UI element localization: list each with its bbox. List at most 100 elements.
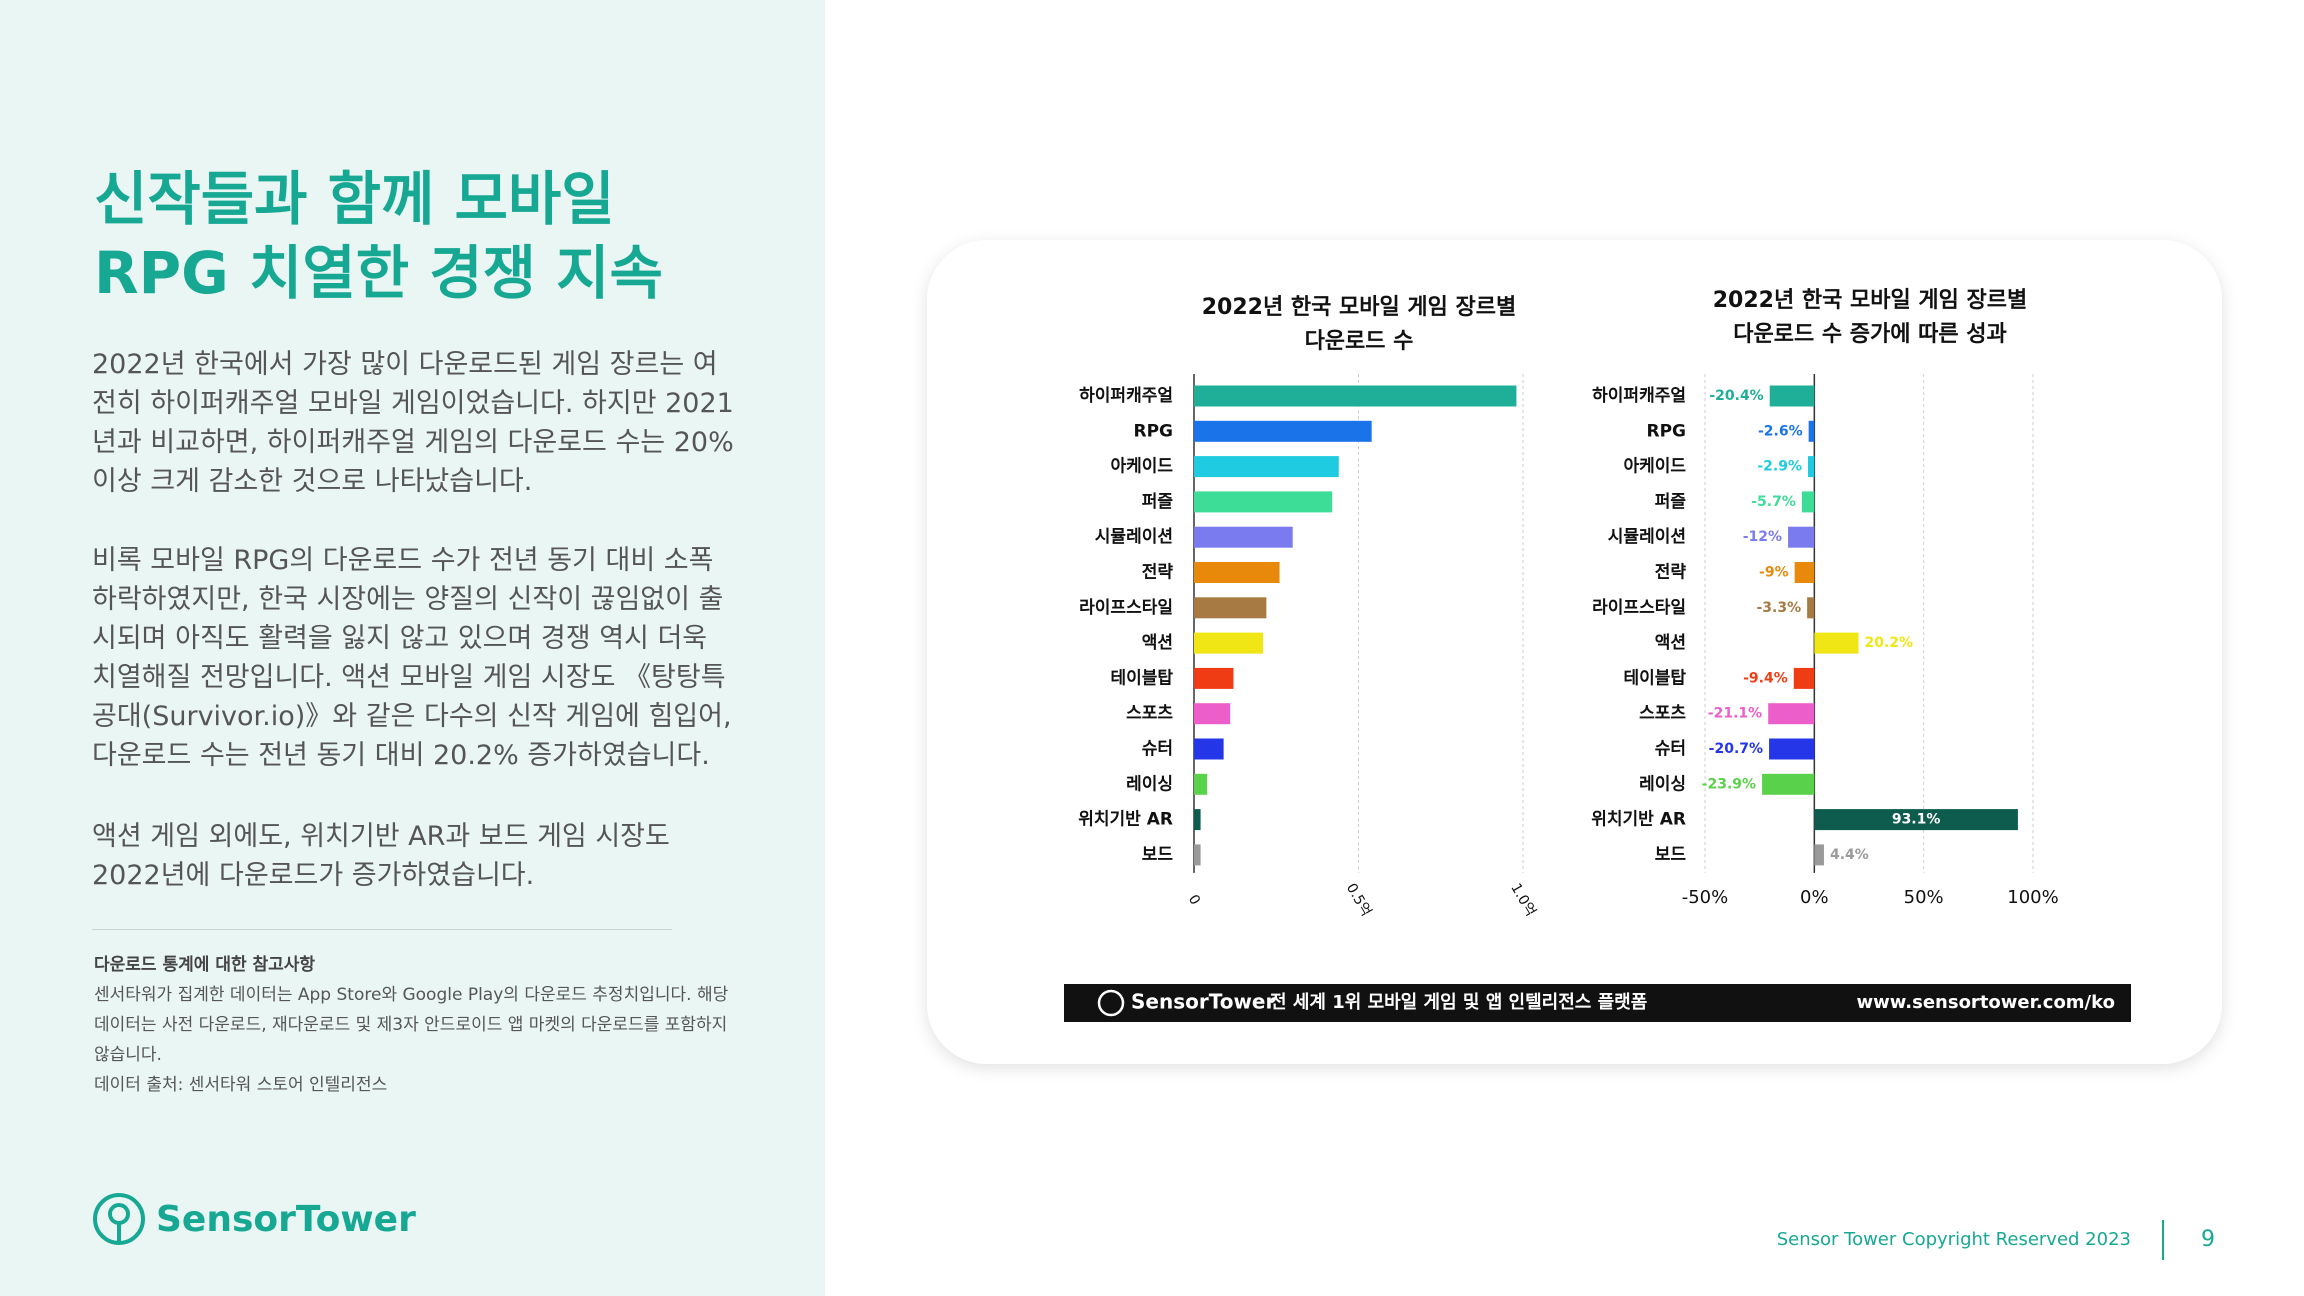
value-label: -2.9% [1757, 459, 1802, 475]
value-label: -5.7% [1751, 494, 1796, 510]
category-label: 슈터 [1655, 739, 1686, 759]
category-label: 라이프스타일 [1079, 598, 1173, 618]
bar [1194, 456, 1339, 478]
category-label: 전략 [1142, 563, 1174, 583]
x-tick-label: 0% [1800, 887, 1829, 908]
banner-tagline: 전 세계 1위 모바일 게임 및 앱 인텔리전스 플랫폼 [1270, 992, 1647, 1013]
title: 신작들과 함께 모바일 RPG 치열한 경쟁 지속 [94, 162, 663, 310]
chart-title: 다운로드 수 [1305, 329, 1414, 354]
notes-text: 센서타워가 집계한 데이터는 App Store와 Google Play의 다… [94, 985, 729, 1065]
bar [1769, 385, 1815, 407]
value-label: 93.1% [1892, 812, 1941, 828]
bar [1793, 667, 1815, 689]
category-label: 액션 [1655, 633, 1686, 653]
category-label: 액션 [1142, 633, 1173, 653]
category-label: RPG [1646, 421, 1686, 441]
bar [1194, 597, 1267, 619]
category-label: 보드 [1142, 845, 1174, 865]
notes-title: 다운로드 통계에 대한 참고사항 [94, 955, 316, 975]
banner-url: www.sensortower.com/ko [1857, 992, 2115, 1013]
value-label: -9% [1759, 565, 1789, 581]
banner-brand: SensorTower [1131, 990, 1275, 1014]
bar [1801, 491, 1815, 513]
chart-title: 다운로드 수 증가에 따른 성과 [1733, 322, 2007, 347]
logo-text: SensorTower [156, 1198, 416, 1240]
bar [1762, 773, 1815, 795]
page-number: 9 [2201, 1227, 2215, 1252]
bar [1194, 667, 1234, 689]
bar [1194, 420, 1372, 442]
value-label: -20.7% [1709, 741, 1763, 757]
bar [1194, 385, 1517, 407]
chart-title: 2022년 한국 모바일 게임 장르별 [1713, 288, 2028, 313]
card [927, 240, 2222, 1064]
category-label: 퍼즐 [1655, 492, 1687, 512]
paragraph: 비록 모바일 RPG의 다운로드 수가 전년 동기 대비 소폭 하락하였지만, … [92, 545, 732, 771]
bar [1194, 632, 1264, 654]
category-label: RPG [1133, 421, 1173, 441]
category-label: 라이프스타일 [1592, 598, 1686, 618]
banner-icon [1097, 989, 1125, 1017]
notes-source: 데이터 출처: 센서타워 스토어 인텔리전스 [94, 1075, 388, 1095]
title-line: 신작들과 함께 모바일 [94, 165, 615, 233]
banner [1064, 984, 2131, 1022]
value-label: -12% [1743, 529, 1782, 545]
bar [1814, 844, 1824, 866]
bar [1769, 738, 1815, 760]
x-tick-label: -50% [1682, 887, 1729, 908]
value-label: -20.4% [1709, 388, 1763, 404]
category-label: 전략 [1655, 563, 1687, 583]
bar [1194, 738, 1224, 760]
value-label: -21.1% [1708, 706, 1762, 722]
value-label: -23.9% [1702, 776, 1756, 792]
bar [1788, 526, 1815, 548]
bar [1194, 773, 1208, 795]
copyright: Sensor Tower Copyright Reserved 2023 [1777, 1229, 2131, 1250]
category-label: 퍼즐 [1142, 492, 1174, 512]
category-label: 스포츠 [1126, 704, 1173, 724]
category-label: 하이퍼캐주얼 [1592, 386, 1686, 406]
bar [1194, 562, 1280, 583]
logo: SensorTower [92, 1192, 416, 1246]
title-line: RPG 치열한 경쟁 지속 [94, 239, 663, 307]
bar [1807, 456, 1815, 478]
logo-icon [93, 1193, 145, 1245]
category-label: 위치기반 AR [1078, 810, 1173, 830]
category-label: 슈터 [1142, 739, 1173, 759]
category-label: 테이블탑 [1623, 667, 1686, 688]
bar [1194, 844, 1201, 866]
notes: 다운로드 통계에 대한 참고사항 센서타워가 집계한 데이터는 App Stor… [94, 950, 740, 1100]
category-label: 스포츠 [1639, 704, 1686, 724]
bar [1194, 809, 1201, 831]
category-label: 아케이드 [1623, 457, 1686, 477]
value-label: 4.4% [1830, 847, 1869, 863]
chart-title: 2022년 한국 모바일 게임 장르별 [1202, 295, 1517, 320]
x-tick-label: 50% [1904, 887, 1944, 908]
value-label: -3.3% [1756, 600, 1801, 616]
category-label: 레이싱 [1126, 774, 1173, 794]
bar [1814, 632, 1859, 654]
value-label: -2.6% [1758, 423, 1803, 439]
bar [1807, 597, 1815, 619]
bar [1814, 809, 2018, 831]
left-panel: 신작들과 함께 모바일 RPG 치열한 경쟁 지속 2022년 한국에서 가장 … [0, 0, 825, 1296]
bar [1768, 703, 1815, 725]
x-tick-label: 100% [2007, 887, 2058, 908]
bar [1194, 491, 1333, 513]
category-label: 아케이드 [1110, 457, 1173, 477]
bar [1194, 703, 1231, 725]
category-label: 시뮬레이션 [1095, 527, 1173, 547]
category-label: 위치기반 AR [1591, 810, 1686, 830]
category-label: 하이퍼캐주얼 [1079, 386, 1173, 406]
divider [92, 929, 672, 930]
category-label: 보드 [1655, 845, 1687, 865]
value-label: -9.4% [1743, 670, 1788, 686]
bar [1794, 562, 1815, 583]
category-label: 테이블탑 [1110, 667, 1173, 688]
value-label: 20.2% [1865, 635, 1914, 651]
category-label: 시뮬레이션 [1608, 527, 1686, 547]
paragraph: 액션 게임 외에도, 위치기반 AR과 보드 게임 시장도 2022년에 다운로… [92, 821, 670, 891]
category-label: 레이싱 [1639, 774, 1686, 794]
